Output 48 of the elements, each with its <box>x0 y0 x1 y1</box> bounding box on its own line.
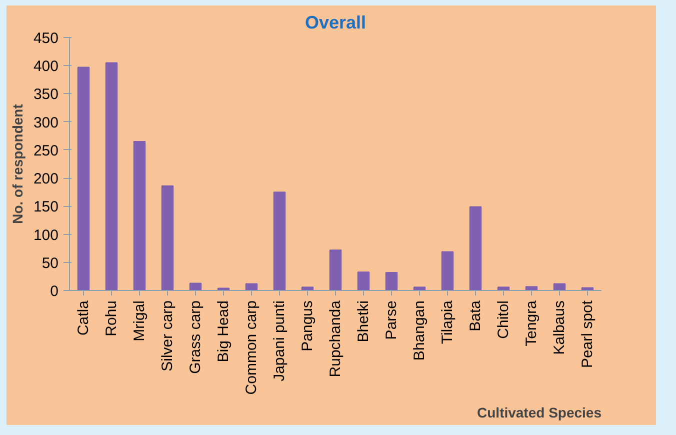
x-tick-label: Japani punti <box>271 300 288 382</box>
bar <box>301 286 314 290</box>
x-tick-label: Rupchanda <box>327 300 344 378</box>
bar <box>581 287 594 290</box>
x-axis-title: Cultivated Species <box>477 404 602 420</box>
bar <box>357 271 370 290</box>
y-tick-label: 0 <box>50 283 58 300</box>
y-tick-label: 400 <box>33 58 59 76</box>
bar <box>497 286 510 290</box>
bar <box>77 66 90 290</box>
x-tick-label: Parse <box>383 300 400 340</box>
bar <box>161 185 174 290</box>
x-tick-label: Pangus <box>299 300 316 352</box>
x-tick-label: Tilapia <box>439 300 456 344</box>
bar <box>133 141 146 290</box>
bar <box>189 282 202 290</box>
bar <box>469 206 482 290</box>
y-tick-label: 100 <box>33 226 59 244</box>
x-tick-label: Bata <box>467 300 484 332</box>
x-tick-label: Catla <box>75 300 92 336</box>
x-tick-label: Common carp <box>243 300 260 395</box>
x-tick-label: Tengra <box>523 300 540 346</box>
x-tick-label: Big Head <box>215 300 232 362</box>
bar <box>441 251 454 290</box>
bar <box>329 250 342 290</box>
y-tick-label: 250 <box>33 142 59 160</box>
bar <box>413 286 426 290</box>
bar <box>385 272 398 290</box>
x-tick-label: Rohu <box>103 300 120 336</box>
bar <box>273 192 286 290</box>
y-tick-label: 300 <box>33 114 59 132</box>
y-tick-label: 350 <box>33 86 59 104</box>
x-tick-label: Chitol <box>495 300 512 339</box>
x-tick-label: Grass carp <box>187 300 204 374</box>
y-tick-label: 450 <box>33 30 59 47</box>
y-axis-title: No. of respondent <box>9 104 26 224</box>
x-tick-label: Silver carp <box>159 300 176 372</box>
x-tick-label: Mrigal <box>131 300 148 342</box>
y-tick-label: 200 <box>33 170 59 188</box>
y-tick-label: 50 <box>42 254 59 272</box>
x-tick-label: Bhangan <box>411 300 428 361</box>
x-tick-label: Pearl spot <box>579 300 596 368</box>
bar <box>525 286 538 290</box>
chart-title: Overall <box>304 12 366 32</box>
x-tick-label: Bhetki <box>355 300 372 342</box>
y-tick-label: 150 <box>33 198 59 216</box>
x-tick-label: Kalbaus <box>551 300 568 355</box>
bar <box>105 62 118 290</box>
